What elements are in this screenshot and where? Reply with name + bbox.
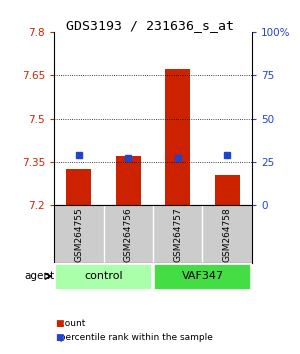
Text: GSM264758: GSM264758 xyxy=(223,207,232,262)
Bar xyxy=(165,69,190,205)
Text: GSM264755: GSM264755 xyxy=(74,207,83,262)
Text: ■: ■ xyxy=(56,333,64,342)
Text: percentile rank within the sample: percentile rank within the sample xyxy=(54,333,213,342)
FancyBboxPatch shape xyxy=(56,265,152,290)
Bar xyxy=(215,175,240,205)
Text: GDS3193 / 231636_s_at: GDS3193 / 231636_s_at xyxy=(66,19,234,33)
Text: ■: ■ xyxy=(56,319,64,329)
Text: VAF347: VAF347 xyxy=(182,271,224,281)
Text: GSM264757: GSM264757 xyxy=(173,207,182,262)
FancyBboxPatch shape xyxy=(154,265,250,290)
Text: GSM264756: GSM264756 xyxy=(124,207,133,262)
Bar xyxy=(116,156,141,205)
Text: agent: agent xyxy=(25,271,55,281)
Text: count: count xyxy=(54,319,86,329)
Text: control: control xyxy=(84,271,123,281)
Bar xyxy=(66,169,91,205)
